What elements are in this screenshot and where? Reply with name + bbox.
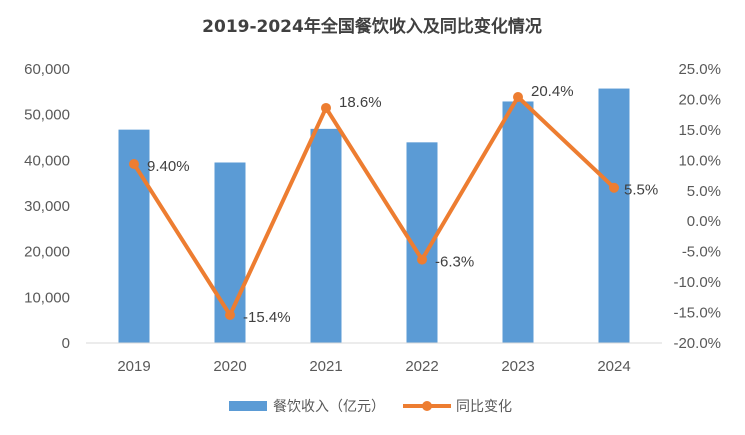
x-tick-label: 2020: [213, 358, 246, 375]
bar: [310, 128, 342, 343]
bar: [598, 88, 630, 343]
y-right-tick-label: 25.0%: [678, 61, 721, 78]
y-right-tick-label: 20.0%: [678, 91, 721, 108]
data-label: -6.3%: [435, 254, 474, 271]
line-path: [132, 95, 616, 317]
bar: [502, 101, 534, 344]
legend-swatch-bar: [229, 401, 267, 411]
line-point: [225, 309, 235, 320]
y-right-tick-label: -15.0%: [673, 305, 721, 322]
x-tick-label: 2024: [597, 358, 630, 375]
data-label: 9.40%: [147, 158, 190, 175]
data-label: 5.5%: [624, 182, 658, 199]
legend-label-bar: 餐饮收入（亿元）: [273, 399, 385, 415]
data-label: -15.4%: [243, 309, 291, 326]
left-axis-ticks: 0 10,000 20,000 30,000 40,000 50,000 60,000: [24, 61, 70, 352]
y-left-tick-label: 60,000: [24, 61, 70, 78]
y-left-tick-label: 10,000: [24, 289, 70, 306]
x-tick-label: 2023: [501, 358, 534, 375]
chart-title: 2019-2024年全国餐饮收入及同比变化情况: [202, 16, 542, 37]
y-left-tick-label: 30,000: [24, 198, 70, 215]
y-right-tick-label: -5.0%: [682, 244, 721, 261]
y-left-tick-label: 20,000: [24, 244, 70, 261]
y-right-tick-label: 0.0%: [687, 213, 721, 230]
y-left-tick-label: 50,000: [24, 107, 70, 124]
legend-marker: [422, 401, 432, 411]
line-point: [321, 102, 331, 113]
line-point: [513, 92, 523, 103]
line-point: [129, 158, 139, 169]
line-point: [609, 182, 619, 193]
x-tick-label: 2022: [405, 358, 438, 375]
y-right-tick-label: 10.0%: [678, 152, 721, 169]
y-right-tick-label: -10.0%: [673, 274, 721, 291]
x-tick-label: 2021: [309, 358, 342, 375]
line-point: [417, 254, 427, 265]
y-right-tick-label: 5.0%: [687, 183, 721, 200]
x-tick-label: 2019: [117, 358, 150, 375]
data-label: 20.4%: [531, 83, 574, 100]
right-axis-ticks: -20.0% -15.0% -10.0% -5.0% 0.0% 5.0% 10.0% 15.0…: [673, 61, 721, 352]
legend-label-line: 同比变化: [456, 399, 512, 415]
y-right-tick-label: -20.0%: [673, 335, 721, 352]
bar-series: [118, 88, 630, 344]
y-left-tick-label: 40,000: [24, 152, 70, 169]
y-left-tick-label: 0: [62, 335, 70, 352]
data-label: 18.6%: [339, 94, 382, 111]
legend: 餐饮收入（亿元） 同比变化: [229, 399, 512, 415]
x-axis-ticks: 2019 2020 2021 2022 2023 2024: [117, 358, 630, 375]
line-series: 9.40% -15.4% 18.6% -6.3% 20.4% 5.5%: [129, 83, 658, 326]
y-right-tick-label: 15.0%: [678, 122, 721, 139]
